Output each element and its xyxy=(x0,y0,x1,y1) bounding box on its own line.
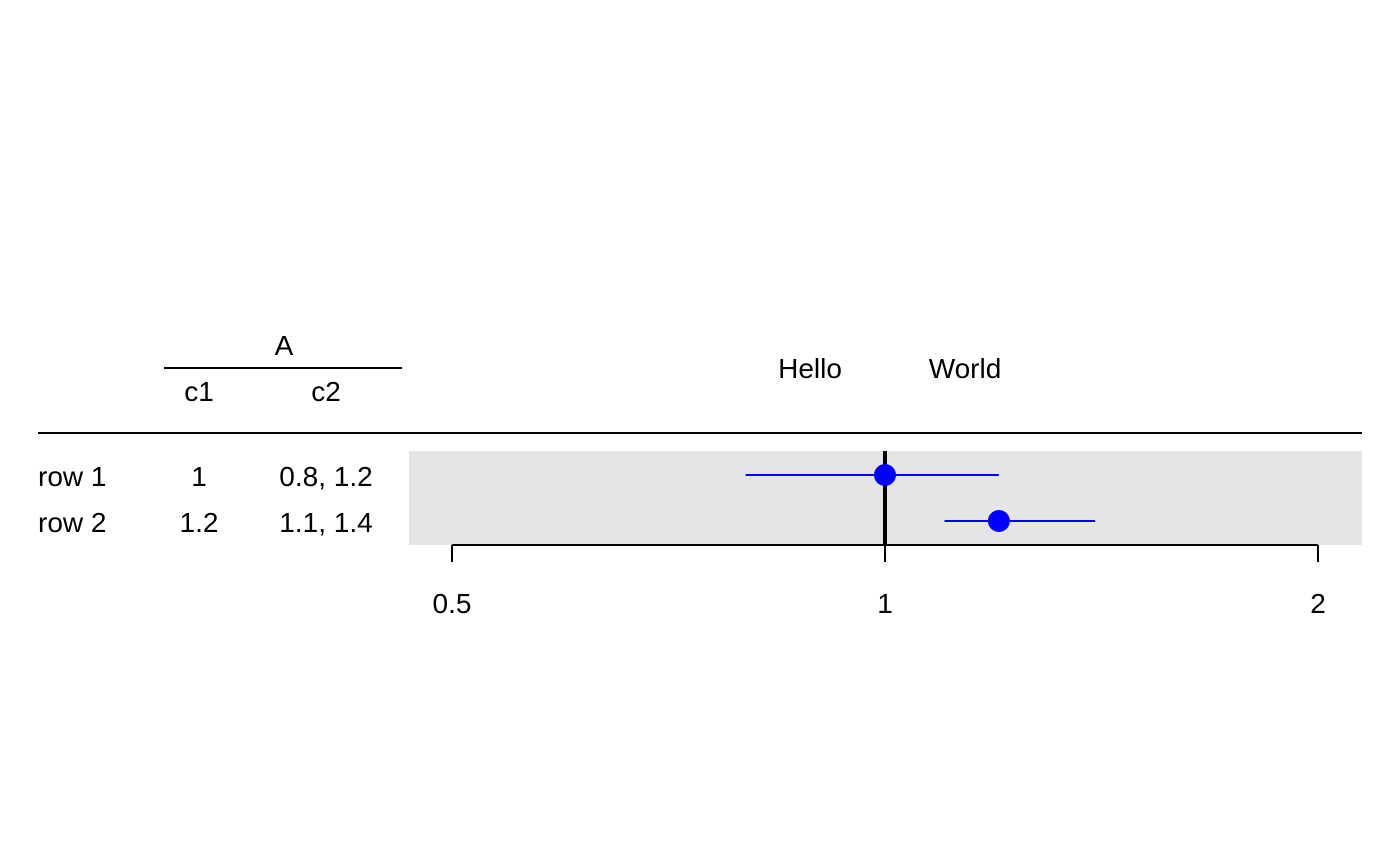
point-estimate-row-2 xyxy=(987,510,1010,532)
right-direction-label: World xyxy=(929,353,1002,384)
x-tick-label-2: 1 xyxy=(877,588,893,619)
row-2-c1-cell: 1.2 xyxy=(180,507,219,538)
x-tick-label-3: 2 xyxy=(1310,588,1326,619)
row-label-2: row 2 xyxy=(38,507,106,538)
left-direction-label: Hello xyxy=(778,353,842,384)
column-group-header: A xyxy=(275,330,294,361)
plot-marks: 0.5 1 2 xyxy=(433,451,1326,619)
row-2-c2-cell: 1.1, 1.4 xyxy=(279,507,372,538)
point-estimate-row-1 xyxy=(874,464,896,486)
row-1-c2-cell: 0.8, 1.2 xyxy=(279,461,372,492)
row-label-1: row 1 xyxy=(38,461,106,492)
column-header-c1: c1 xyxy=(184,376,214,407)
x-tick-label-1: 0.5 xyxy=(433,588,472,619)
column-header-c2: c2 xyxy=(311,376,341,407)
row-1-c1-cell: 1 xyxy=(191,461,207,492)
